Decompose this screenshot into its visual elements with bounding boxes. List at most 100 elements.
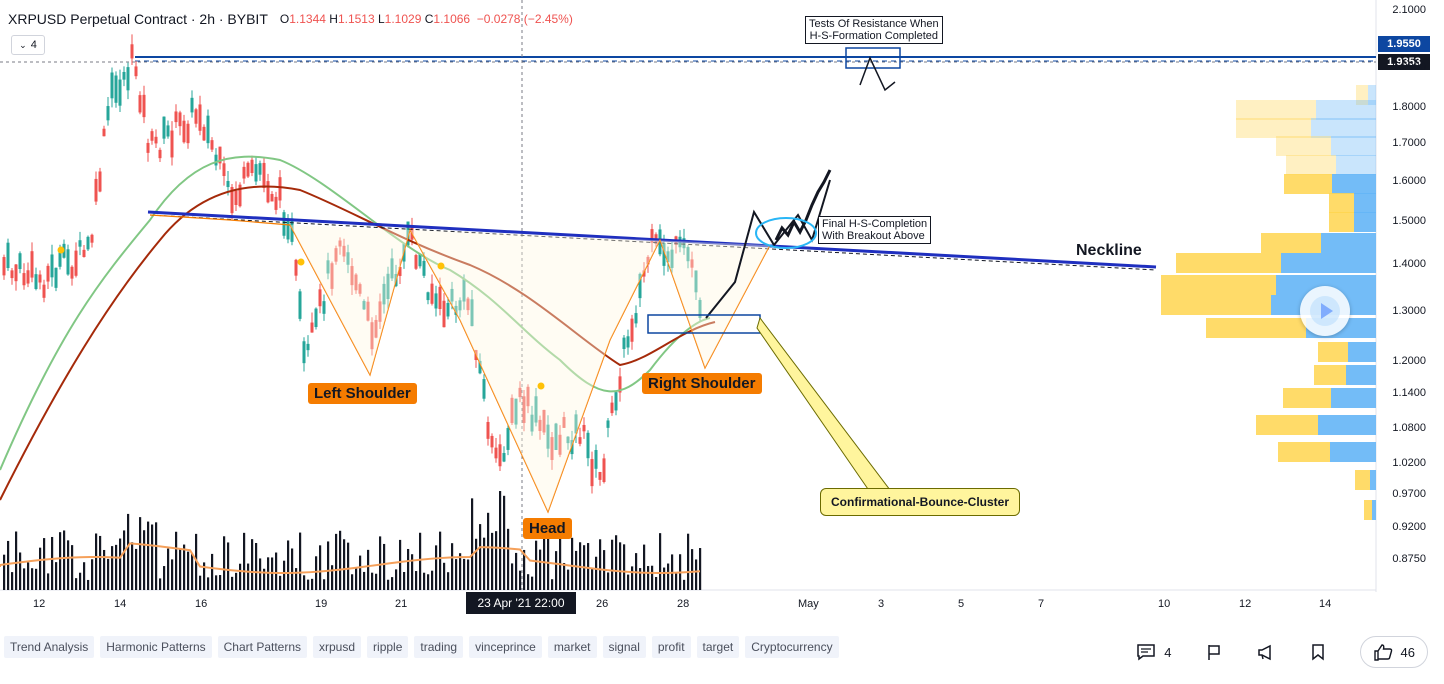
tag-xrpusd[interactable]: xrpusd xyxy=(313,636,362,658)
comments-button[interactable]: 4 xyxy=(1136,643,1172,661)
tag-vinceprince[interactable]: vinceprince xyxy=(469,636,542,658)
volume-profile-bar xyxy=(1370,470,1376,490)
volume-bar xyxy=(687,533,690,590)
tag-trend-analysis[interactable]: Trend Analysis xyxy=(4,636,95,658)
candle-body xyxy=(370,322,374,350)
price-tick-label: 0.8750 xyxy=(1392,553,1426,565)
candle-body xyxy=(2,257,6,276)
indicators-toggle-button[interactable]: ⌄ 4 xyxy=(11,35,45,55)
candle-body xyxy=(582,424,586,432)
candle-body xyxy=(286,218,290,240)
time-tick-label: 28 xyxy=(677,598,690,610)
tag-cryptocurrency[interactable]: Cryptocurrency xyxy=(745,636,839,658)
candle-body xyxy=(466,298,470,311)
volume-profile-bar xyxy=(1256,415,1318,435)
tag-harmonic-patterns[interactable]: Harmonic Patterns xyxy=(100,636,212,658)
tag-signal[interactable]: signal xyxy=(602,636,646,658)
candle-body xyxy=(414,255,418,269)
tag-target[interactable]: target xyxy=(696,636,740,658)
time-tick-label: 14 xyxy=(114,598,127,610)
bookmark-icon xyxy=(1311,644,1324,661)
play-button[interactable] xyxy=(1300,286,1350,336)
candle-body xyxy=(498,444,502,467)
volume-bar xyxy=(171,559,174,590)
volume-bar xyxy=(239,563,242,590)
candle-body xyxy=(222,163,226,177)
event-dot xyxy=(57,246,65,254)
tag-market[interactable]: market xyxy=(547,636,597,658)
volume-bar xyxy=(439,531,442,590)
volume-bar xyxy=(211,553,214,590)
volume-bar xyxy=(487,512,490,590)
candle-body xyxy=(390,258,394,279)
tag-trading[interactable]: trading xyxy=(414,636,464,658)
volume-bar xyxy=(247,563,250,590)
bookmark-button[interactable] xyxy=(1310,643,1326,661)
candle-body xyxy=(506,428,510,450)
volume-profile-bar xyxy=(1321,233,1376,253)
candle-body xyxy=(270,193,274,202)
candle-body xyxy=(110,72,114,99)
volume-profile-bar xyxy=(1236,100,1316,120)
volume-bar xyxy=(287,540,290,590)
volume-bar xyxy=(607,572,610,590)
volume-bar xyxy=(243,532,246,590)
tag-ripple[interactable]: ripple xyxy=(367,636,409,658)
candle-body xyxy=(126,67,130,91)
like-button[interactable]: 46 xyxy=(1359,636,1428,668)
volume-bar xyxy=(467,559,470,590)
candle-body xyxy=(438,286,442,309)
time-tick-label: 10 xyxy=(1158,598,1171,610)
volume-bar xyxy=(515,552,518,590)
symbol-title[interactable]: XRPUSD Perpetual Contract · 2h · BYBIT xyxy=(8,11,268,27)
candle-body xyxy=(102,128,106,137)
candle-body xyxy=(550,437,554,460)
flag-button[interactable] xyxy=(1206,643,1222,661)
candle-body xyxy=(186,123,190,144)
candle-body xyxy=(378,301,382,322)
price-tick-label: 1.4000 xyxy=(1392,258,1426,270)
crosshair-price-tag: 1.9353 xyxy=(1378,54,1430,70)
volume-bar xyxy=(131,542,134,590)
candle-body xyxy=(322,301,326,314)
chart-area[interactable]: XRPUSD Perpetual Contract · 2h · BYBIT O… xyxy=(0,0,1444,620)
volume-bar xyxy=(383,543,386,590)
candle-body xyxy=(594,450,598,469)
pattern-fill xyxy=(290,225,770,512)
candle-body xyxy=(686,247,690,262)
volume-bar xyxy=(15,531,18,590)
candle-body xyxy=(134,66,138,77)
candle-body xyxy=(666,251,670,263)
share-button[interactable] xyxy=(1256,643,1276,661)
volume-bar xyxy=(351,574,354,590)
candle-body xyxy=(254,164,258,182)
candle-body xyxy=(242,166,246,179)
volume-bar xyxy=(551,579,554,590)
volume-bar xyxy=(191,553,194,590)
candle-body xyxy=(386,273,390,300)
volume-bar xyxy=(95,533,98,590)
volume-bar xyxy=(219,575,222,590)
volume-profile-bar xyxy=(1318,415,1376,435)
chevron-down-icon: ⌄ xyxy=(19,39,27,50)
volume-bar xyxy=(19,552,22,590)
volume-bar xyxy=(663,567,666,590)
volume-bar xyxy=(143,530,146,590)
candle-body xyxy=(442,300,446,328)
candle-body xyxy=(546,424,550,449)
candle-body xyxy=(690,259,694,268)
candle-body xyxy=(174,111,178,123)
tag-chart-patterns[interactable]: Chart Patterns xyxy=(217,636,308,658)
volume-bar xyxy=(639,568,642,590)
ma-fast-line xyxy=(0,155,711,471)
tag-profit[interactable]: profit xyxy=(651,636,691,658)
volume-bar xyxy=(103,549,106,590)
price-chart[interactable] xyxy=(0,0,1444,620)
volume-bar xyxy=(79,572,82,590)
time-tick-label: 7 xyxy=(1038,598,1045,610)
candle-body xyxy=(382,283,386,305)
volume-profile-bar xyxy=(1281,253,1376,273)
volume-profile-bar xyxy=(1332,174,1376,194)
volume-bar xyxy=(235,572,238,590)
volume-bar xyxy=(599,539,602,590)
